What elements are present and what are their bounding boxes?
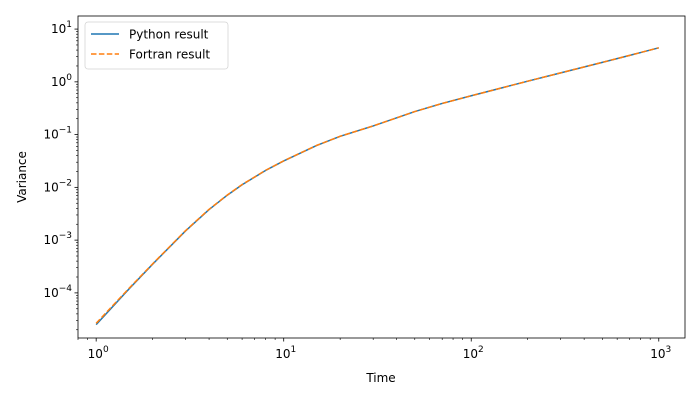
x-tick-label-3: 103 [650, 345, 671, 361]
legend-label-fortran: Fortran result [129, 48, 210, 62]
x-tick-label-1: 101 [275, 345, 296, 361]
tick-layer: 100 101 102 103 10−4 10−3 10−2 10−1 100 101 [43, 20, 671, 361]
y-tick-label-4: 100 [51, 73, 72, 89]
x-tick-label-2: 102 [463, 345, 484, 361]
x-axis-label: Time [365, 371, 395, 385]
legend: Python result Fortran result [84, 21, 229, 70]
series-layer [95, 47, 659, 326]
y-tick-label-5: 101 [51, 20, 72, 36]
legend-box [84, 21, 229, 70]
x-tick-label-0: 100 [88, 345, 109, 361]
y-tick-label-0: 10−4 [43, 284, 72, 300]
y-tick-label-3: 10−1 [43, 126, 72, 142]
series-line-fortran-result [95, 47, 659, 324]
plot-frame [77, 15, 686, 339]
y-tick-label-1: 10−3 [43, 231, 72, 247]
y-axis-label: Variance [15, 151, 29, 203]
legend-label-python: Python result [129, 28, 209, 42]
y-tick-label-2: 10−2 [43, 178, 72, 194]
series-line-python-result [95, 47, 659, 326]
